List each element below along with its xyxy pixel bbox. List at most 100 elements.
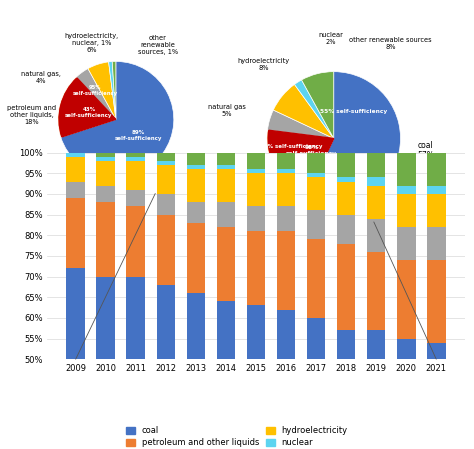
Bar [96, 186, 115, 202]
Bar [277, 169, 295, 173]
Bar [397, 260, 416, 339]
Bar [397, 186, 416, 194]
Bar [187, 169, 205, 202]
Bar [127, 157, 145, 161]
Wedge shape [294, 80, 334, 138]
Text: 95%
self-sufficiency: 95% self-sufficiency [72, 85, 117, 96]
Bar [66, 157, 85, 181]
Text: nuclear
2%: nuclear 2% [318, 32, 343, 45]
Bar [156, 194, 175, 215]
Bar [66, 153, 85, 157]
Text: petroleum and
other liquids
20%: petroleum and other liquids 20% [201, 163, 250, 183]
Wedge shape [112, 62, 116, 119]
Bar [66, 181, 85, 198]
Text: 43%
self-sufficiency: 43% self-sufficiency [65, 107, 113, 118]
Bar [246, 231, 265, 305]
Bar [156, 165, 175, 194]
Bar [246, 207, 265, 231]
Bar [217, 202, 235, 227]
Bar [277, 310, 295, 359]
Text: hydroelectricity,
nuclear, 1%
6%: hydroelectricity, nuclear, 1% 6% [64, 33, 118, 53]
Text: petroleum and
other liquids,
18%: petroleum and other liquids, 18% [7, 105, 56, 125]
Bar [156, 153, 175, 161]
Bar [217, 301, 235, 359]
Text: natural gas
5%: natural gas 5% [208, 104, 246, 117]
Wedge shape [305, 72, 401, 205]
Bar [337, 243, 356, 330]
Bar [96, 202, 115, 277]
Bar [337, 153, 356, 177]
Wedge shape [267, 110, 334, 138]
Text: 89%
self-sufficiency: 89% self-sufficiency [115, 130, 162, 141]
Bar [307, 153, 325, 173]
Text: 26% self-sufficiency: 26% self-sufficiency [260, 144, 322, 149]
Bar [187, 153, 205, 165]
Bar [427, 194, 446, 227]
Bar [277, 207, 295, 231]
Bar [246, 305, 265, 359]
Wedge shape [109, 62, 116, 119]
Wedge shape [61, 62, 174, 177]
Bar [397, 227, 416, 260]
Bar [337, 177, 356, 181]
Bar [127, 190, 145, 207]
Bar [156, 161, 175, 165]
Bar [367, 219, 385, 252]
Bar [277, 231, 295, 310]
Wedge shape [58, 77, 116, 137]
Bar [367, 177, 385, 186]
Bar [307, 239, 325, 318]
Bar [217, 153, 235, 165]
Bar [187, 223, 205, 293]
Bar [397, 194, 416, 227]
Bar [307, 173, 325, 177]
Bar [367, 330, 385, 359]
Wedge shape [59, 78, 116, 137]
Legend: coal, petroleum and other liquids, natural gas, hydroelectricity, nuclear, other: coal, petroleum and other liquids, natur… [122, 423, 390, 449]
Bar [307, 177, 325, 211]
Text: 98%
self-sufficiency: 98% self-sufficiency [286, 145, 337, 156]
Bar [367, 186, 385, 219]
Bar [96, 277, 115, 359]
Bar [187, 202, 205, 223]
Bar [127, 277, 145, 359]
Wedge shape [301, 72, 334, 138]
Wedge shape [268, 130, 334, 198]
Bar [397, 339, 416, 359]
Wedge shape [273, 84, 334, 138]
Wedge shape [267, 130, 334, 199]
Bar [66, 269, 85, 359]
Bar [277, 153, 295, 169]
Bar [397, 153, 416, 186]
Bar [277, 173, 295, 207]
Bar [127, 161, 145, 190]
Bar [127, 207, 145, 277]
Bar [367, 153, 385, 177]
Wedge shape [76, 69, 116, 119]
Bar [337, 181, 356, 215]
Bar [427, 186, 446, 194]
Bar [427, 343, 446, 359]
Text: coal, 70%: coal, 70% [139, 174, 176, 183]
Bar [96, 157, 115, 161]
Bar [217, 169, 235, 202]
Bar [307, 211, 325, 239]
Bar [337, 215, 356, 243]
Bar [367, 252, 385, 330]
Bar [187, 165, 205, 169]
Bar [156, 215, 175, 285]
Bar [96, 161, 115, 186]
Text: other renewable sources
8%: other renewable sources 8% [349, 37, 432, 50]
Bar [307, 318, 325, 359]
Bar [246, 169, 265, 173]
Bar [337, 330, 356, 359]
Bar [427, 260, 446, 343]
Bar [427, 227, 446, 260]
Text: hydroelectricity
8%: hydroelectricity 8% [237, 58, 290, 71]
Bar [217, 227, 235, 301]
Bar [246, 153, 265, 169]
Bar [427, 153, 446, 186]
Bar [96, 153, 115, 157]
Text: natural gas,
4%: natural gas, 4% [20, 71, 61, 84]
Bar [217, 165, 235, 169]
